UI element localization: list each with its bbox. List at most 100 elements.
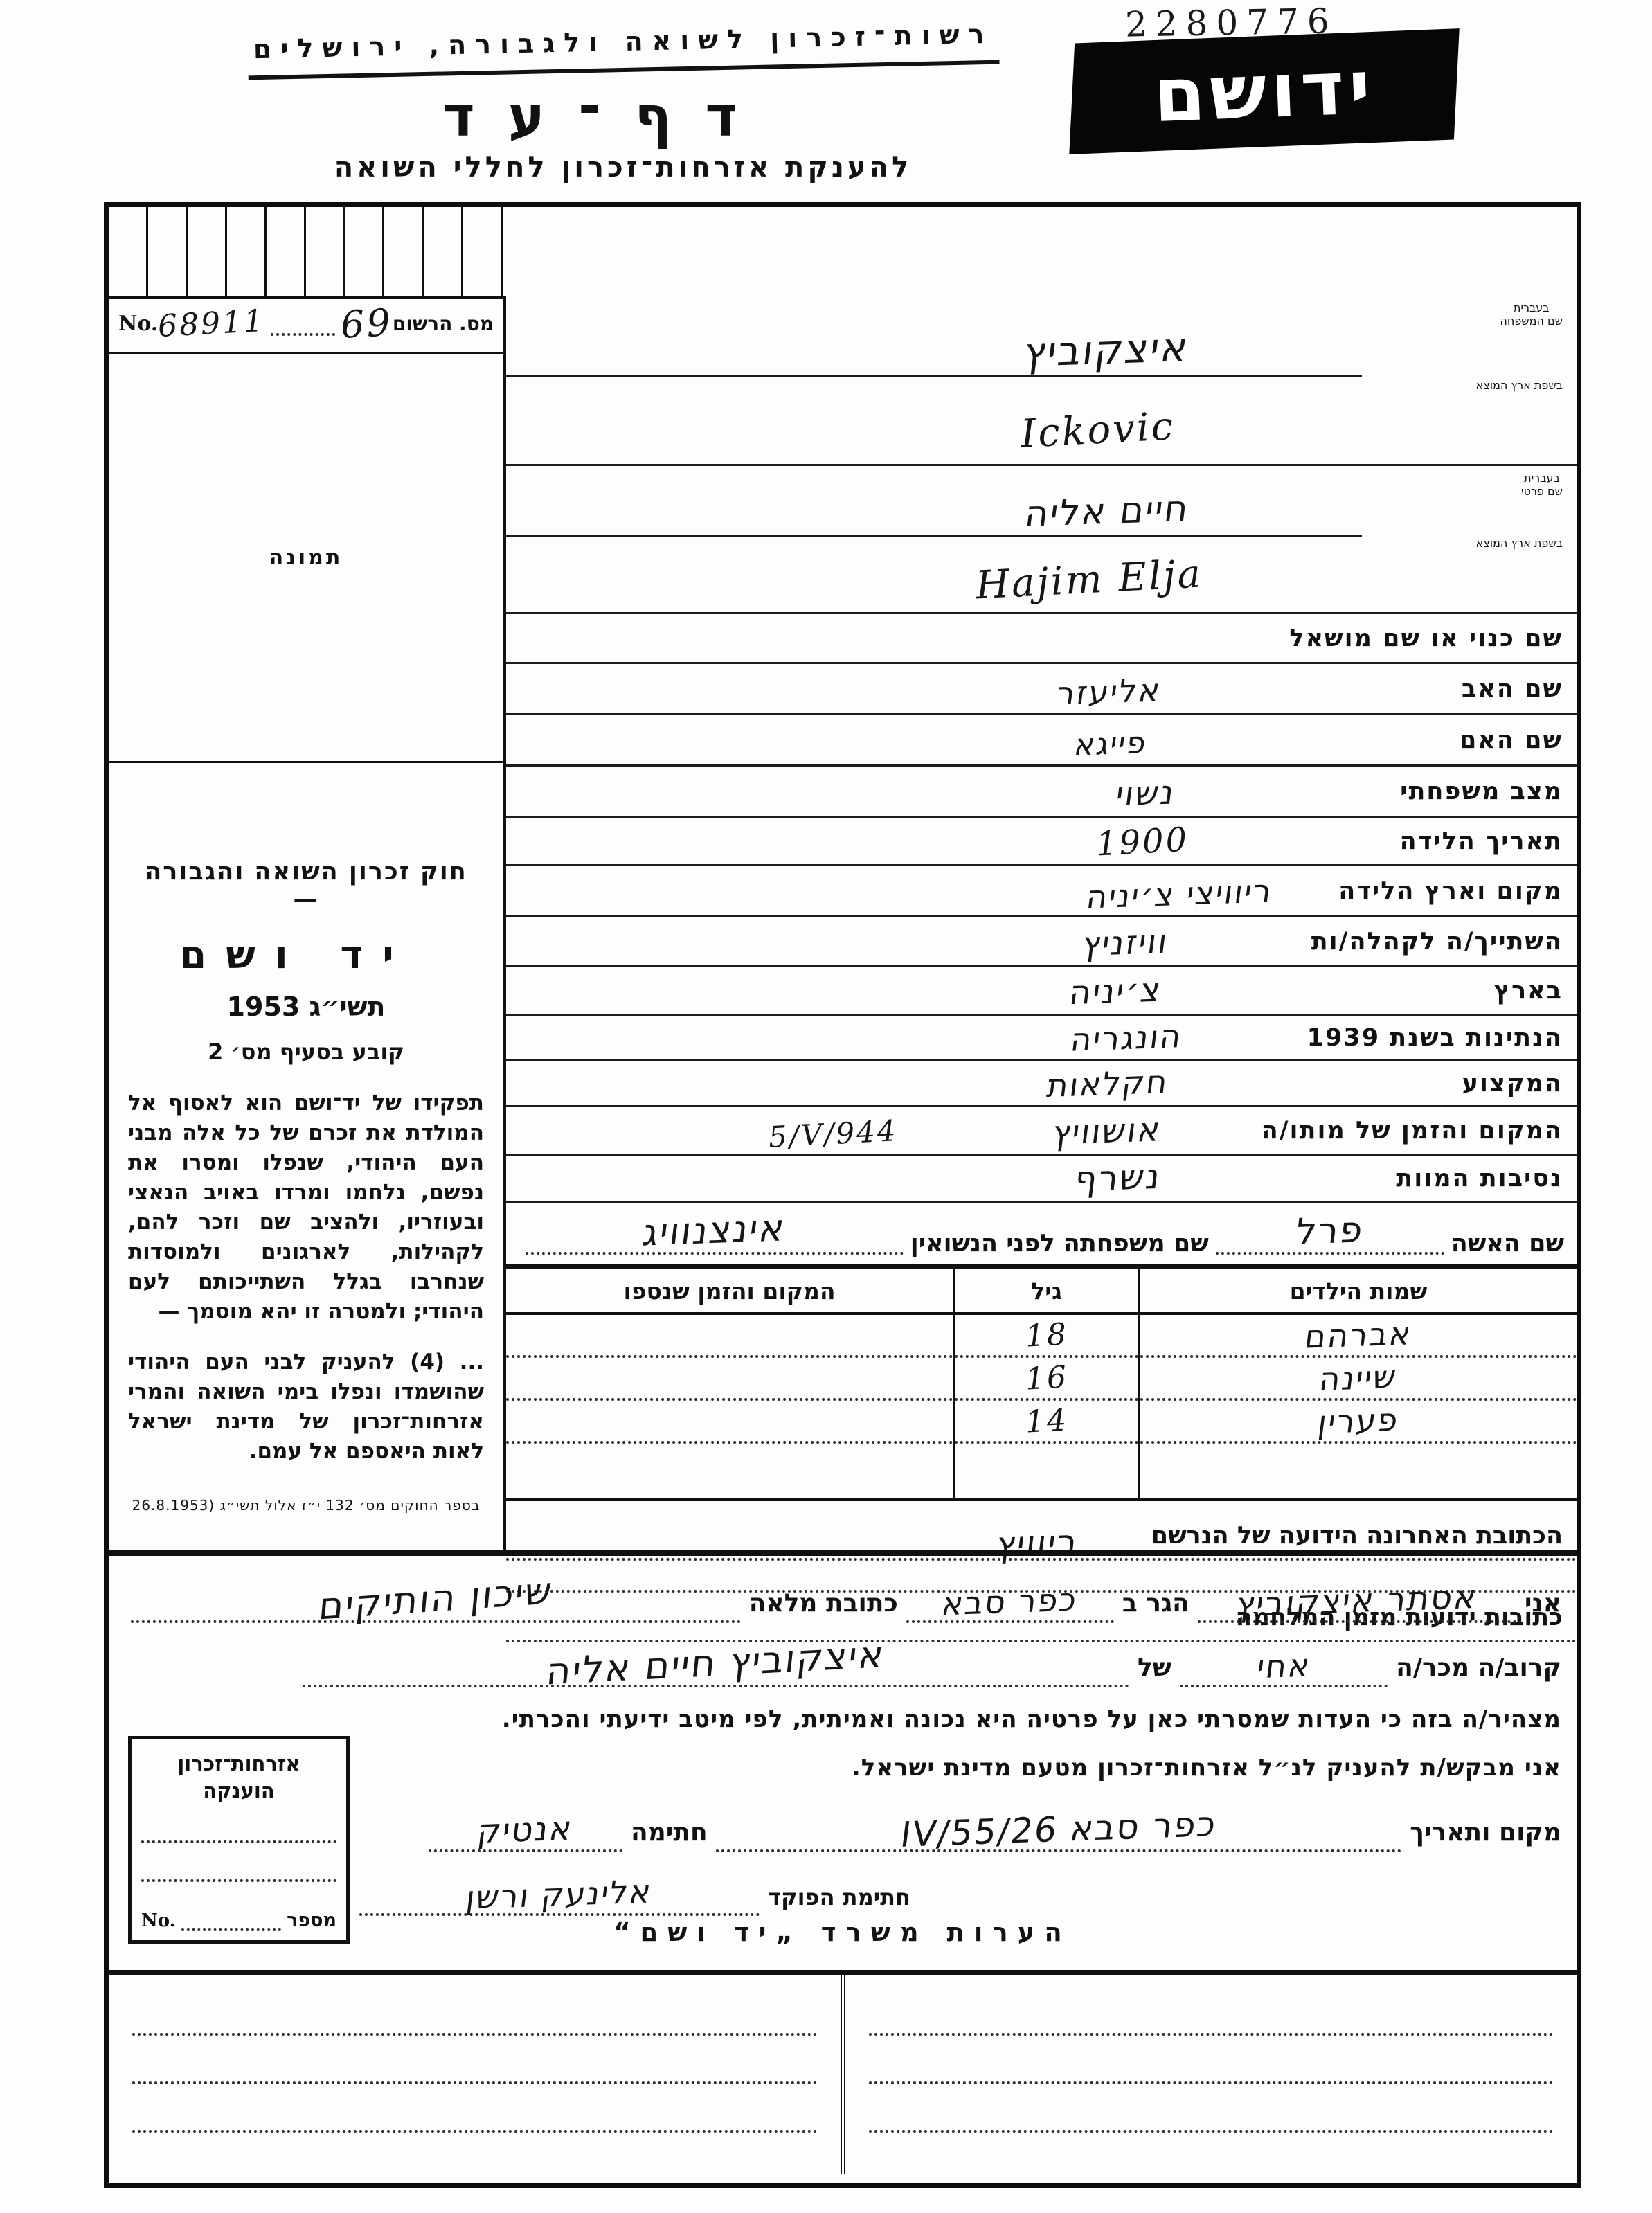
form-title: דף־עד bbox=[442, 84, 771, 149]
field-country: צ׳יניה בארץ bbox=[506, 967, 1577, 1016]
place-date-value: כפר סבא 26/IV/55 bbox=[898, 1804, 1219, 1855]
label-family-name: שם המשפחה bbox=[1500, 314, 1563, 328]
notes-column-left bbox=[109, 1975, 841, 2174]
office-notes-area bbox=[109, 1975, 1577, 2174]
dotted-line bbox=[141, 1804, 336, 1844]
column-divider bbox=[503, 296, 506, 1550]
field-father-name: אליעזר שם האב bbox=[506, 664, 1577, 715]
relation-value: אחי bbox=[1255, 1646, 1313, 1686]
index-cell bbox=[227, 207, 267, 296]
yad-vashem-logo: ידושם bbox=[1069, 28, 1460, 154]
index-cell bbox=[267, 207, 306, 296]
child-name: פערין bbox=[1316, 1400, 1401, 1442]
death-date-value: 5/V/944 bbox=[768, 1113, 899, 1154]
birth-place-value: ריוויצי צ׳יניה bbox=[1084, 872, 1275, 916]
form-subtitle: להענקת אזרחות־זכרון לחללי השואה bbox=[334, 152, 913, 183]
dotted-line bbox=[506, 1561, 1577, 1593]
label-in-hebrew: בעברית bbox=[1513, 301, 1550, 314]
child-age: 14 bbox=[1024, 1401, 1069, 1440]
label-maiden-name: שם משפחתה לפני הנשואין bbox=[910, 1230, 1209, 1257]
birth-date-value: 1900 bbox=[1095, 820, 1190, 864]
label-clerk-signature: חתימת הפוקד bbox=[768, 1884, 910, 1910]
declaration-section: אני אסתר איצקוביץ הגר ב כפר סבא כתובת מל… bbox=[109, 1556, 1577, 1917]
field-death-place-time: אושוויץ 5/V/944 המקום והזמן של מותו/ה bbox=[506, 1107, 1577, 1156]
label-in-hebrew: בעברית bbox=[1524, 472, 1560, 485]
form-header: רשות־זכרון לשואה ולגבורה, ירושלים דף־עד … bbox=[173, 18, 1073, 183]
declarant-name-value: אסתר איצקוביץ bbox=[1234, 1577, 1480, 1625]
citizenship-value: הונגריה bbox=[1068, 1017, 1185, 1059]
residence-value: כפר סבא bbox=[940, 1580, 1081, 1623]
field-mother-name: פייגא שם האם bbox=[506, 715, 1577, 767]
no-label: No. bbox=[118, 312, 159, 336]
index-cell bbox=[148, 207, 188, 296]
country-value: צ׳יניה bbox=[1066, 970, 1164, 1013]
last-known-address-row: הכתובת האחרונה הידועה של הנרשם ריוויץ bbox=[506, 1501, 1577, 1565]
child-row-place bbox=[506, 1358, 953, 1401]
field-label: בשפת ארץ המוצא bbox=[1476, 537, 1563, 550]
law-footnote: בספר החוקים מס׳ 132 י״ז אלול תשי״ג (26.8… bbox=[132, 1497, 481, 1514]
child-row-place bbox=[506, 1444, 953, 1484]
declaration-statement: מצהיר/ה בזה כי העדות שמסרתי כאן על פרטיה… bbox=[501, 1705, 1561, 1733]
law-text-block: חוק זכרון השואה והגבורה — יד ושם תשי״ג 1… bbox=[109, 761, 503, 1543]
index-cell bbox=[424, 207, 464, 296]
citizenship-request: אני מבקש/ת להעניק לנ״ל אזרחות־זכרון מטעם… bbox=[851, 1754, 1561, 1782]
label-mother-name: שם האם bbox=[1460, 726, 1563, 754]
field-birth-date: 1900 תאריך הלידה bbox=[506, 818, 1577, 866]
child-age: 16 bbox=[1024, 1359, 1069, 1397]
index-cell bbox=[109, 207, 148, 296]
authority-line: רשות־זכרון לשואה ולגבורה, ירושלים bbox=[247, 18, 999, 80]
child-row-age: 16 bbox=[955, 1358, 1138, 1401]
dotted-line bbox=[132, 2084, 817, 2133]
label-wartime-addresses: כתובות ידועות מזמן המלחמה bbox=[1235, 1604, 1563, 1631]
children-names-column: שמות הילדים אברהם שיינה פערין bbox=[1138, 1269, 1577, 1498]
field-family-name-hebrew: איצקוביץ בעברית שם המשפחה bbox=[506, 296, 1577, 377]
field-label: בעברית שם פרטי bbox=[1521, 472, 1563, 498]
label-first-name: שם פרטי bbox=[1520, 485, 1563, 498]
children-place-header: המקום והזמן שנספו bbox=[506, 1269, 953, 1315]
profession-value: חקלאות bbox=[1044, 1062, 1171, 1105]
clerk-signature: אלינעק ורשן bbox=[464, 1872, 655, 1917]
label-wife-name: שם האשה bbox=[1451, 1230, 1564, 1257]
declarant-line: אני אסתר איצקוביץ הגר ב כפר סבא כתובת מל… bbox=[123, 1568, 1561, 1629]
child-row-name: פערין bbox=[1140, 1401, 1577, 1444]
child-row-age: 18 bbox=[955, 1315, 1138, 1358]
death-circumstances-value: נשרף bbox=[1072, 1156, 1164, 1200]
maiden-name-value: אינצנוויג bbox=[640, 1206, 789, 1255]
children-place-column: המקום והזמן שנספו bbox=[506, 1269, 953, 1498]
field-community: וויזניץ השתייך/ה לקהלה/ות bbox=[506, 917, 1577, 967]
registration-number2-handwritten: 69 bbox=[339, 301, 394, 347]
label-father-name: שם האב bbox=[1462, 674, 1563, 703]
index-cell bbox=[306, 207, 345, 296]
label-nickname: שם כנוי או שם מושאל bbox=[1289, 624, 1563, 652]
citizenship-granted-box: אזרחות־זכרון הוענקה מספר No. bbox=[128, 1736, 350, 1944]
field-label: בשפת ארץ המוצא bbox=[1476, 379, 1563, 392]
children-table: שמות הילדים אברהם שיינה פערין גיל 18 16 … bbox=[506, 1269, 1577, 1501]
first-name-hebrew-value: חיים אליה bbox=[1022, 487, 1192, 536]
fields-area: איצקוביץ בעברית שם המשפחה Ickovic בשפת א… bbox=[506, 296, 1577, 1642]
law-section-ref: קובע בסעיף מס׳ 2 bbox=[208, 1039, 404, 1065]
place-date-signature-line: מקום ותאריך כפר סבא 26/IV/55 חתימה אנטיק bbox=[420, 1804, 1561, 1855]
child-name: שיינה bbox=[1317, 1358, 1400, 1398]
family-name-origin-value: Ickovic bbox=[1019, 404, 1176, 457]
law-year: תשי״ג 1953 bbox=[226, 992, 386, 1022]
index-cell bbox=[345, 207, 385, 296]
children-names-header: שמות הילדים bbox=[1140, 1269, 1577, 1315]
label-number: מספר bbox=[287, 1910, 336, 1932]
children-age-column: גיל 18 16 14 bbox=[953, 1269, 1138, 1498]
label-marital-status: מצב משפחתי bbox=[1400, 777, 1563, 805]
registration-number-row: No. 68911 69 מס. הרשום bbox=[109, 296, 503, 354]
field-profession: חקלאות המקצוע bbox=[506, 1061, 1577, 1107]
index-cell bbox=[384, 207, 424, 296]
field-marital-status: נשוי מצב משפחתי bbox=[506, 767, 1577, 818]
office-notes-title: הערות משרד „יד ושם“ bbox=[613, 1917, 1072, 1947]
form-frame: No. 68911 69 מס. הרשום תמונה חוק זכרון ה… bbox=[104, 202, 1581, 2188]
label-birth-place: מקום וארץ הלידה bbox=[1338, 877, 1563, 905]
relation-line: קרוב/ה מכר/ה אחי של איצקוביץ חיים אליה bbox=[123, 1632, 1561, 1694]
field-birth-place: ריוויצי צ׳יניה מקום וארץ הלידה bbox=[506, 866, 1577, 917]
child-row-name bbox=[1140, 1444, 1577, 1484]
father-name-value: אליעזר bbox=[1054, 671, 1164, 713]
label-origin-language: בשפת ארץ המוצא bbox=[1475, 379, 1563, 392]
field-family-name-origin: Ickovic בשפת ארץ המוצא bbox=[506, 376, 1577, 466]
label-full-address: כתובת מלאה bbox=[748, 1589, 898, 1618]
